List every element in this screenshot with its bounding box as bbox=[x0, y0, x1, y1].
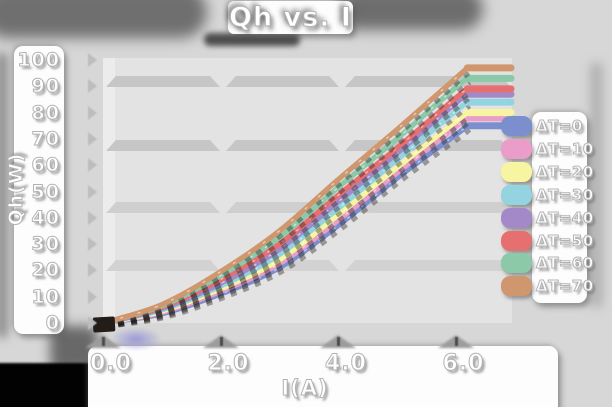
x-axis-label: I(A) bbox=[281, 376, 329, 401]
y-tick-label: 10 bbox=[31, 285, 60, 308]
x-axis-panel bbox=[88, 346, 558, 407]
legend-label: ΔT=20 bbox=[536, 162, 594, 181]
grid-band bbox=[226, 76, 339, 87]
grid-band bbox=[106, 260, 220, 271]
legend-swatch bbox=[501, 161, 532, 182]
x-tick-label: 0.0 bbox=[90, 351, 132, 376]
curve-shadow-ΔT=60 bbox=[104, 80, 472, 330]
legend-swatch bbox=[501, 230, 532, 251]
legend-label: ΔT=0 bbox=[536, 117, 583, 136]
legend-swatch bbox=[501, 253, 532, 274]
grid-band bbox=[226, 202, 339, 213]
curve-highlight-ΔT=70 bbox=[102, 67, 468, 324]
x-tick-label: 4.0 bbox=[325, 351, 367, 376]
y-tick-label: 30 bbox=[31, 233, 60, 256]
curve-shadow-ΔT=50 bbox=[104, 91, 472, 330]
y-tick-mark bbox=[88, 184, 97, 199]
y-tick-panel bbox=[14, 46, 64, 334]
x-tick-label: 6.0 bbox=[442, 351, 485, 376]
chart-title: Qh vs. I bbox=[229, 2, 352, 34]
legend-swatch bbox=[501, 276, 532, 297]
y-tick-label: 80 bbox=[31, 101, 60, 124]
grid-band bbox=[106, 202, 220, 213]
legend-label: ΔT=70 bbox=[536, 277, 594, 296]
curve-shadow-ΔT=70 bbox=[104, 70, 472, 330]
legend-swatch bbox=[501, 138, 532, 159]
curve-highlight-ΔT=60 bbox=[102, 77, 468, 324]
legend-label: ΔT=50 bbox=[536, 231, 594, 250]
grid-band bbox=[345, 76, 511, 87]
legend-label: ΔT=30 bbox=[536, 185, 594, 204]
y-tick-label: 50 bbox=[31, 180, 60, 203]
curve-shadow-ΔT=10 bbox=[105, 120, 472, 330]
y-tick-label: 100 bbox=[17, 49, 60, 72]
x-tick-mark bbox=[219, 337, 223, 346]
grid-band bbox=[345, 202, 511, 213]
x-tick-mark bbox=[102, 337, 105, 346]
title-panel bbox=[228, 1, 353, 34]
grid-band bbox=[106, 76, 220, 87]
x-tick-label: 2.0 bbox=[207, 351, 250, 376]
grid-band bbox=[345, 260, 511, 271]
y-tick-mark bbox=[88, 237, 97, 252]
y-tick-label: 40 bbox=[31, 206, 60, 229]
y-tick-label: 0 bbox=[45, 312, 60, 335]
y-tick-label: 70 bbox=[31, 127, 60, 150]
legend-swatch bbox=[501, 116, 532, 136]
plot-area bbox=[103, 58, 512, 323]
y-tick-mark bbox=[88, 289, 97, 304]
legend-label-panel bbox=[532, 112, 587, 303]
legend-label: ΔT=60 bbox=[536, 254, 594, 273]
legend-label: ΔT=40 bbox=[536, 208, 594, 227]
curve-shadow-ΔT=0 bbox=[105, 128, 472, 330]
curve-highlight-ΔT=0 bbox=[102, 125, 468, 324]
y-tick-label: 20 bbox=[31, 259, 60, 282]
y-tick-mark bbox=[88, 263, 97, 278]
x-tick-mark bbox=[337, 337, 340, 346]
x-tick-mark bbox=[454, 337, 458, 346]
y-tick-mark bbox=[88, 316, 97, 330]
legend-swatch bbox=[501, 207, 532, 228]
legend-label: ΔT=10 bbox=[536, 139, 594, 158]
grid-band bbox=[106, 140, 220, 151]
y-tick-label: 60 bbox=[31, 154, 60, 177]
y-tick-mark bbox=[88, 79, 97, 94]
y-tick-mark bbox=[88, 53, 97, 67]
y-tick-mark bbox=[88, 131, 97, 146]
curve-shadow-ΔT=30 bbox=[105, 104, 472, 330]
y-tick-mark bbox=[88, 158, 97, 173]
grid-band bbox=[226, 140, 339, 151]
curve-shadow-ΔT=20 bbox=[105, 114, 472, 330]
curve-ΔT=70 bbox=[100, 65, 470, 326]
y-tick-label: 90 bbox=[31, 75, 60, 98]
legend-swatch bbox=[501, 184, 532, 205]
y-tick-mark bbox=[88, 105, 97, 120]
y-tick-mark bbox=[88, 210, 97, 225]
